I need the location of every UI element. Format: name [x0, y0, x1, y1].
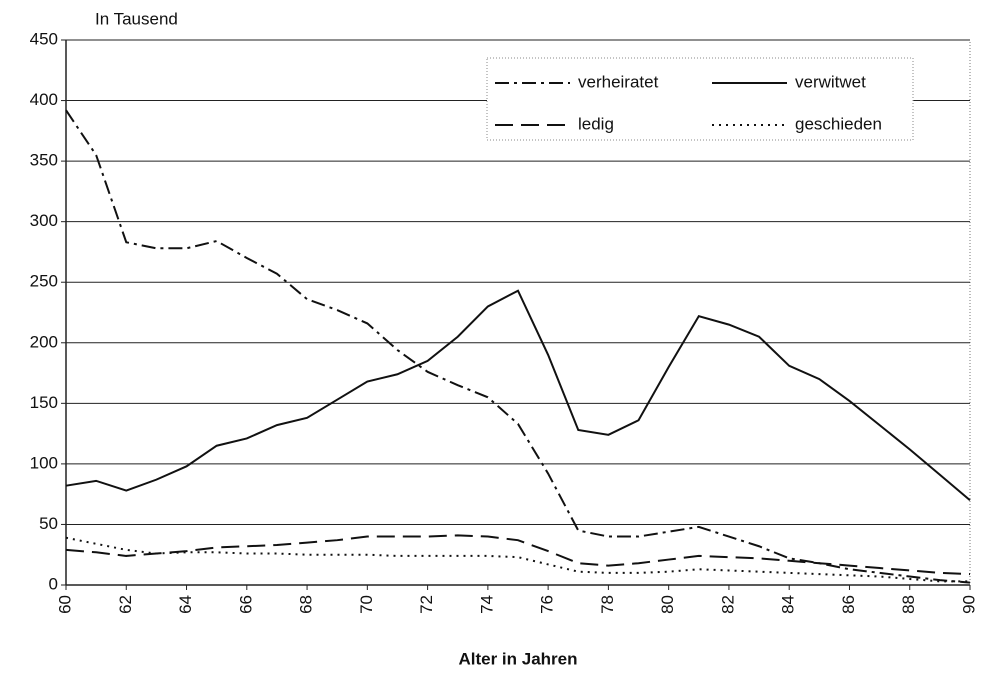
x-tick-label: 66: [236, 595, 255, 614]
x-tick-label: 80: [658, 595, 677, 614]
y-tick-label: 0: [49, 574, 58, 593]
x-tick-label: 84: [779, 595, 798, 614]
y-tick-label: 250: [30, 272, 58, 291]
x-tick-label: 76: [538, 595, 557, 614]
y-tick-label: 150: [30, 393, 58, 412]
legend-label: geschieden: [795, 114, 882, 133]
y-tick-label: 100: [30, 453, 58, 472]
legend-label: verwitwet: [795, 72, 866, 91]
series-line: [65, 536, 970, 583]
y-tick-label: 450: [30, 29, 58, 48]
y-tick-label: 300: [30, 211, 58, 230]
y-tick-label: 400: [30, 90, 58, 109]
x-axis-title: Alter in Jahren: [458, 649, 577, 668]
y-tick-label: 200: [30, 332, 58, 351]
y-tick-label: 50: [39, 514, 58, 533]
x-tick-label: 78: [598, 595, 617, 614]
series-line: [65, 289, 971, 501]
legend-label: verheiratet: [578, 72, 659, 91]
y-tick-label: 350: [30, 151, 58, 170]
x-tick-label: 70: [357, 595, 376, 614]
x-tick-label: 68: [297, 595, 316, 614]
x-tick-label: 62: [116, 595, 135, 614]
x-tick-label: 86: [839, 595, 858, 614]
x-tick-label: 64: [176, 595, 195, 614]
series-line: [65, 109, 971, 584]
x-tick-label: 60: [55, 595, 74, 614]
x-tick-label: 72: [417, 595, 436, 614]
x-tick-label: 88: [899, 595, 918, 614]
x-tick-label: 82: [718, 595, 737, 614]
x-tick-label: 74: [477, 595, 496, 614]
x-tick-label: 90: [959, 595, 978, 614]
series-line: [65, 534, 971, 576]
y-unit-label: In Tausend: [95, 9, 178, 28]
legend-box: [486, 57, 914, 141]
legend-label: ledig: [578, 114, 614, 133]
